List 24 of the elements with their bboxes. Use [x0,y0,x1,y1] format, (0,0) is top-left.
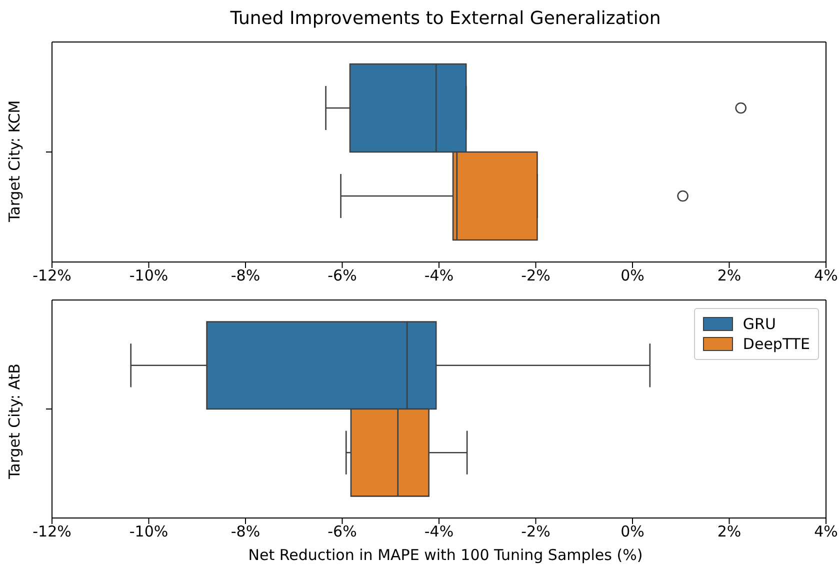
x-tick-label: 0% [620,266,644,285]
x-tick-label: -2% [521,522,550,541]
y-axis-title: Target City: KCM [5,100,24,223]
legend-label: DeepTTE [742,335,810,353]
x-tick-label: -6% [328,266,357,285]
x-tick-label: -4% [424,266,454,285]
x-tick-label: -12% [32,522,72,541]
x-tick-label: -6% [328,522,357,541]
legend-label: GRU [742,315,776,333]
x-tick-label: -8% [230,266,260,285]
x-tick-label: 0% [620,522,644,541]
y-axis-title: Target City: AtB [5,364,24,480]
x-axis-title: Net Reduction in MAPE with 100 Tuning Samples (%) [247,546,644,564]
x-tick-label: 4% [814,522,838,541]
x-tick-label: -10% [129,266,168,285]
x-tick-label: 2% [717,266,742,285]
x-tick-label: -10% [129,522,168,541]
x-tick-label: -12% [32,266,72,285]
x-tick-label: -2% [521,266,550,285]
x-tick-label: -4% [424,522,454,541]
x-tick-label: -8% [230,522,260,541]
chart-title: Tuned Improvements to External Generalization [229,7,662,31]
x-tick-label: 2% [717,522,742,541]
x-tick-label: 4% [814,266,838,285]
